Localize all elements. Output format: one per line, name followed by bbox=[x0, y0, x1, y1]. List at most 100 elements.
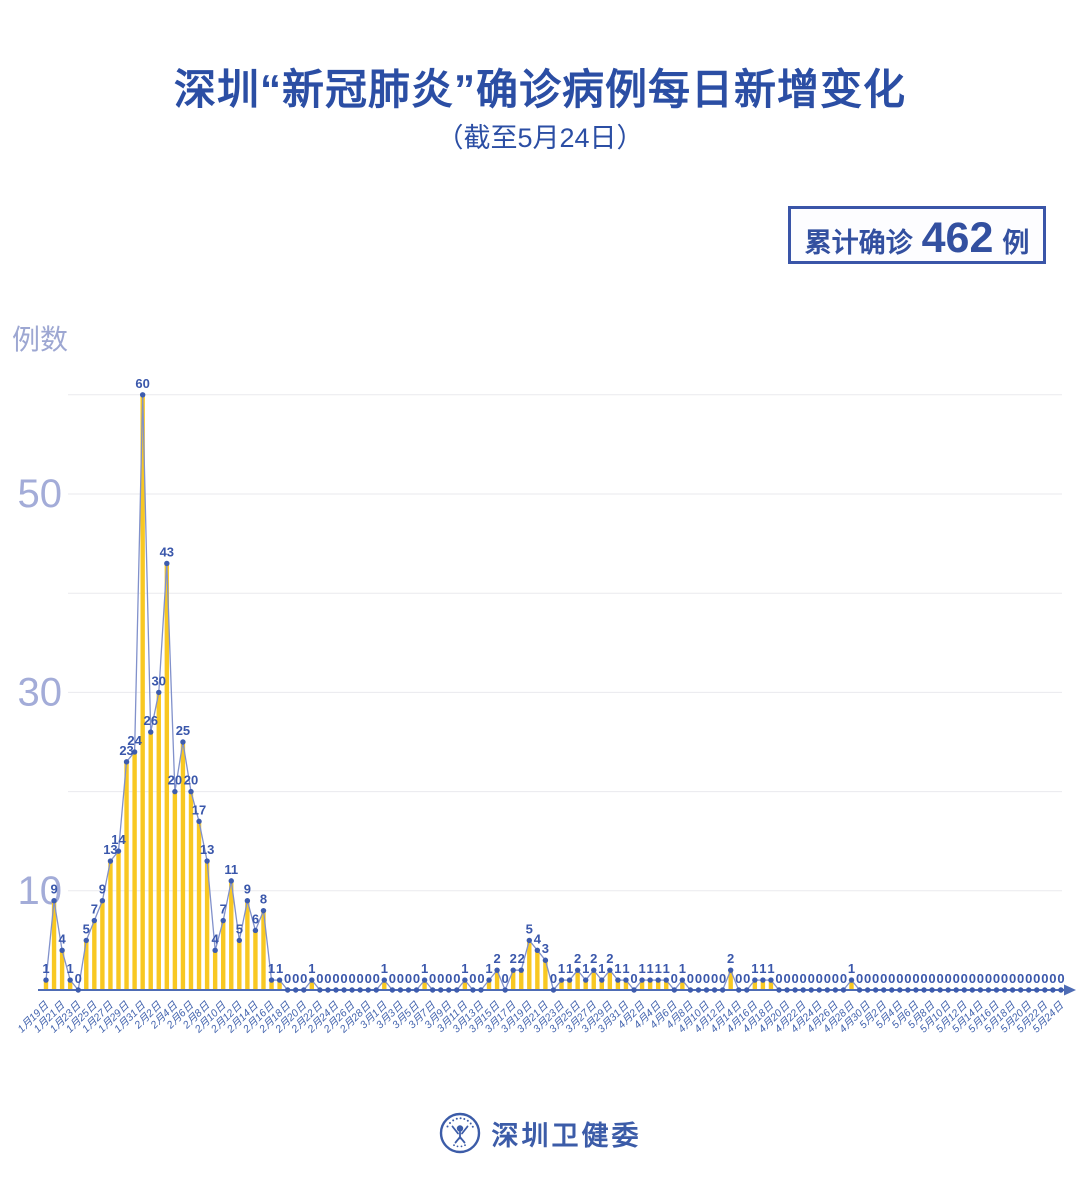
data-point bbox=[897, 987, 903, 993]
data-point bbox=[268, 977, 275, 983]
value-label: 1 bbox=[767, 961, 774, 976]
data-point bbox=[172, 788, 178, 795]
data-point bbox=[679, 977, 686, 983]
value-label: 0 bbox=[800, 971, 807, 986]
data-point bbox=[945, 987, 951, 993]
data-point bbox=[840, 987, 847, 993]
value-label: 20 bbox=[168, 773, 182, 788]
data-point bbox=[905, 987, 911, 993]
data-point bbox=[671, 987, 677, 993]
data-point bbox=[204, 858, 210, 864]
value-label: 4 bbox=[58, 931, 66, 946]
value-label: 1 bbox=[461, 961, 468, 976]
data-point bbox=[711, 987, 718, 993]
bar bbox=[156, 692, 161, 990]
bar bbox=[245, 900, 250, 990]
value-label: 43 bbox=[160, 544, 174, 559]
data-point bbox=[591, 967, 597, 973]
value-label: 1 bbox=[848, 961, 855, 976]
value-label: 0 bbox=[920, 971, 927, 986]
y-tick-label: 30 bbox=[18, 670, 63, 714]
data-point bbox=[615, 977, 621, 983]
data-point bbox=[494, 967, 500, 973]
bar bbox=[728, 970, 733, 990]
data-point bbox=[792, 987, 798, 993]
value-label: 0 bbox=[695, 971, 702, 986]
data-point bbox=[341, 987, 347, 993]
bar bbox=[583, 980, 588, 990]
bar bbox=[760, 980, 766, 990]
bar bbox=[124, 761, 129, 990]
value-label: 25 bbox=[176, 723, 190, 738]
data-point bbox=[365, 987, 371, 993]
value-label: 9 bbox=[244, 882, 251, 897]
data-point bbox=[67, 977, 73, 983]
data-point bbox=[977, 987, 984, 993]
bar bbox=[84, 940, 89, 990]
data-point bbox=[808, 987, 814, 993]
bar bbox=[655, 980, 661, 990]
data-point bbox=[969, 987, 976, 993]
data-point bbox=[148, 729, 154, 735]
value-label: 30 bbox=[152, 673, 166, 688]
data-point bbox=[961, 987, 967, 993]
value-label: 0 bbox=[316, 971, 323, 986]
data-point bbox=[631, 987, 637, 993]
data-point bbox=[228, 878, 234, 884]
value-label: 0 bbox=[348, 971, 355, 986]
data-point bbox=[881, 987, 887, 993]
value-label: 0 bbox=[743, 971, 750, 986]
data-point bbox=[276, 977, 283, 983]
data-point bbox=[317, 987, 323, 993]
value-label: 6 bbox=[252, 911, 259, 926]
value-label: 0 bbox=[75, 971, 82, 986]
bar bbox=[599, 980, 604, 990]
value-label: 26 bbox=[143, 713, 157, 728]
value-label: 2 bbox=[518, 951, 525, 966]
bar bbox=[309, 980, 315, 990]
data-point bbox=[776, 987, 782, 993]
value-label: 3 bbox=[542, 941, 549, 956]
data-point bbox=[357, 987, 363, 993]
data-point bbox=[784, 987, 790, 993]
value-label: 2 bbox=[606, 951, 613, 966]
value-label: 0 bbox=[945, 971, 952, 986]
bar bbox=[486, 980, 492, 990]
value-label: 0 bbox=[928, 971, 935, 986]
value-label: 0 bbox=[1057, 971, 1064, 986]
value-label: 0 bbox=[969, 971, 976, 986]
data-point bbox=[687, 987, 694, 993]
data-point bbox=[333, 987, 339, 993]
data-point bbox=[502, 987, 508, 993]
value-label: 1 bbox=[308, 961, 315, 976]
data-point bbox=[421, 977, 428, 983]
bar bbox=[172, 791, 178, 990]
value-label: 2 bbox=[574, 951, 581, 966]
value-label: 1 bbox=[622, 961, 629, 976]
value-label: 0 bbox=[1033, 971, 1040, 986]
data-point bbox=[429, 987, 436, 993]
value-label: 0 bbox=[630, 971, 637, 986]
data-point bbox=[373, 987, 379, 993]
data-point bbox=[486, 977, 492, 983]
value-label: 1 bbox=[485, 961, 492, 976]
bar bbox=[510, 970, 516, 990]
value-label: 0 bbox=[340, 971, 347, 986]
data-point bbox=[534, 947, 541, 954]
data-point bbox=[405, 987, 412, 993]
data-point bbox=[518, 967, 524, 973]
value-label: 0 bbox=[365, 971, 372, 986]
value-label: 0 bbox=[413, 971, 420, 986]
chart-title: 深圳“新冠肺炎”确诊病例每日新增变化 bbox=[173, 66, 906, 113]
value-label: 0 bbox=[445, 971, 452, 986]
bar bbox=[422, 980, 427, 990]
data-point bbox=[1026, 987, 1032, 993]
bar bbox=[253, 930, 258, 990]
bar bbox=[67, 980, 73, 990]
value-label: 0 bbox=[840, 971, 847, 986]
value-label: 8 bbox=[260, 892, 267, 907]
value-label: 0 bbox=[808, 971, 815, 986]
shenzhen-health-commission-logo bbox=[439, 1112, 480, 1154]
logo-ring-dots bbox=[446, 1117, 474, 1148]
value-label: 0 bbox=[687, 971, 694, 986]
